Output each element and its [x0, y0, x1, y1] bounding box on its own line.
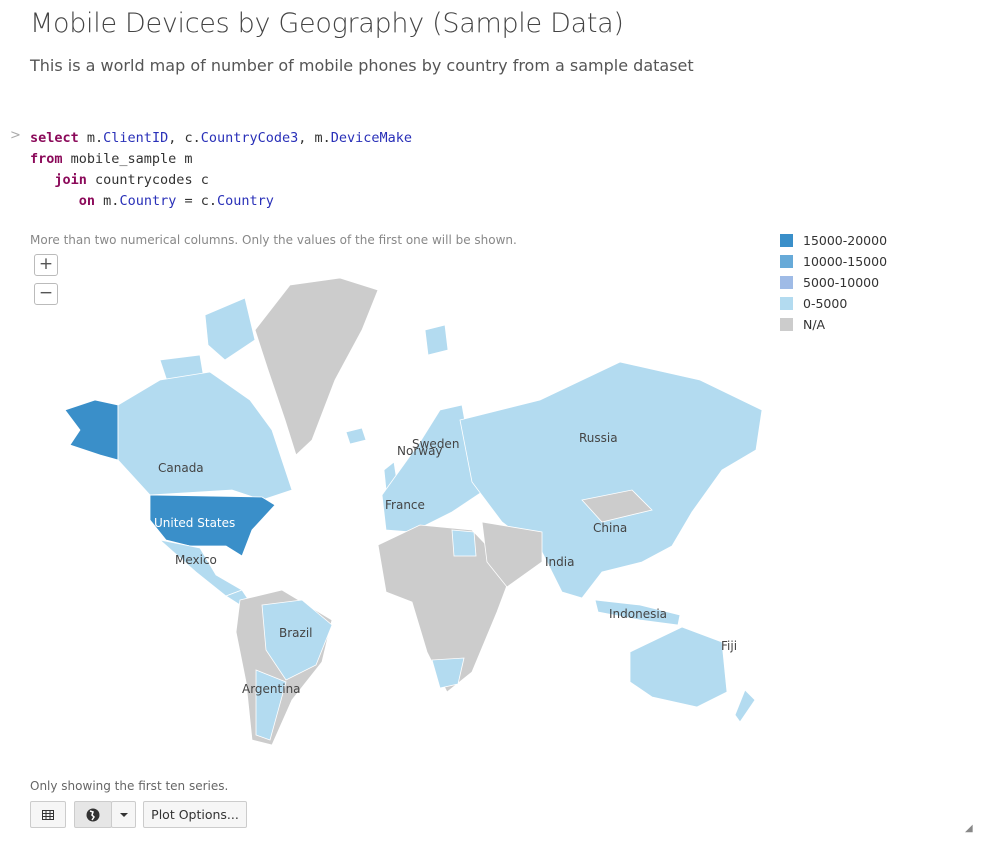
resize-handle-icon[interactable]: ◢	[965, 823, 973, 834]
united-states	[149, 494, 276, 557]
iceland	[345, 427, 367, 445]
plot-options-button[interactable]: Plot Options...	[143, 801, 247, 828]
map-label-argentina: Argentina	[242, 682, 301, 696]
map-label-indonesia: Indonesia	[609, 607, 668, 621]
map-label-russia: Russia	[579, 431, 618, 445]
legend-label: 15000-20000	[803, 233, 888, 248]
zoom-out-button[interactable]: −	[34, 283, 58, 305]
code-token: Country	[119, 193, 177, 209]
code-token: DeviceMake	[330, 130, 413, 146]
south-africa	[431, 657, 465, 689]
map-label-china: China	[593, 521, 628, 535]
map-view-button[interactable]	[74, 801, 112, 828]
canada	[117, 371, 293, 501]
map-label-france: France	[385, 498, 425, 512]
legend-label: 5000-10000	[803, 275, 880, 290]
code-token: , m.	[298, 130, 331, 146]
code-token: on	[78, 193, 96, 209]
page-title: Mobile Devices by Geography (Sample Data…	[30, 8, 624, 39]
code-token: Country	[216, 193, 274, 209]
globe-icon	[86, 808, 100, 821]
caret-down-icon	[119, 812, 128, 817]
table-icon	[42, 809, 54, 820]
map-label-mexico: Mexico	[175, 553, 217, 567]
map-label-sweden: Sweden	[412, 437, 460, 451]
egypt	[451, 529, 477, 557]
legend-swatch	[780, 255, 793, 268]
warning-note: More than two numerical columns. Only th…	[30, 233, 517, 247]
code-token: from	[30, 151, 63, 167]
legend-item: 5000-10000	[780, 272, 887, 293]
code-token: , c.	[168, 130, 201, 146]
zoom-in-button[interactable]: +	[34, 254, 58, 276]
map-label-us: United States	[154, 516, 236, 530]
map-label-india: India	[545, 555, 575, 569]
cell-collapse-icon[interactable]: >	[10, 128, 21, 143]
indonesia	[594, 599, 681, 626]
legend-swatch	[780, 276, 793, 289]
code-token: select	[30, 130, 87, 146]
svalbard	[424, 324, 449, 356]
code-cell[interactable]: select m.ClientID, c.CountryCode3, m.Dev…	[30, 128, 412, 212]
chart-type-dropdown[interactable]	[111, 801, 136, 828]
africa	[377, 524, 513, 693]
greenland	[254, 277, 379, 456]
map-label-canada: Canada	[158, 461, 204, 475]
code-token: join	[54, 172, 87, 188]
middle-east	[481, 521, 543, 588]
code-token: ClientID	[103, 130, 169, 146]
map-label-fiji: Fiji	[721, 639, 738, 653]
legend-item: 0-5000	[780, 293, 887, 314]
code-token: mobile_sample m	[62, 151, 193, 167]
series-note: Only showing the first ten series.	[30, 779, 229, 793]
page-subtitle: This is a world map of number of mobile …	[30, 56, 694, 75]
brazil	[261, 599, 333, 681]
map-legend: 15000-20000 10000-15000 5000-10000 0-500…	[780, 230, 887, 335]
code-token: CountryCode3	[200, 130, 299, 146]
legend-item: 15000-20000	[780, 230, 887, 251]
australia	[629, 626, 728, 708]
code-token: m.	[86, 130, 104, 146]
legend-label: N/A	[803, 317, 826, 332]
map-label-brazil: Brazil	[279, 626, 313, 640]
legend-label: 0-5000	[803, 296, 848, 311]
legend-label: 10000-15000	[803, 254, 888, 269]
canada-arctic-islands	[204, 297, 256, 361]
legend-item: 10000-15000	[780, 251, 887, 272]
mongolia	[581, 489, 653, 523]
code-token: m.	[95, 193, 120, 209]
code-token: = c.	[176, 193, 217, 209]
legend-item: N/A	[780, 314, 887, 335]
map-label-norway: Norway	[397, 444, 443, 458]
legend-swatch	[780, 318, 793, 331]
argentina	[255, 669, 287, 741]
legend-swatch	[780, 234, 793, 247]
code-token: countrycodes c	[86, 172, 209, 188]
table-view-button[interactable]	[30, 801, 66, 828]
new-zealand	[734, 689, 756, 723]
alaska	[64, 399, 119, 461]
legend-swatch	[780, 297, 793, 310]
